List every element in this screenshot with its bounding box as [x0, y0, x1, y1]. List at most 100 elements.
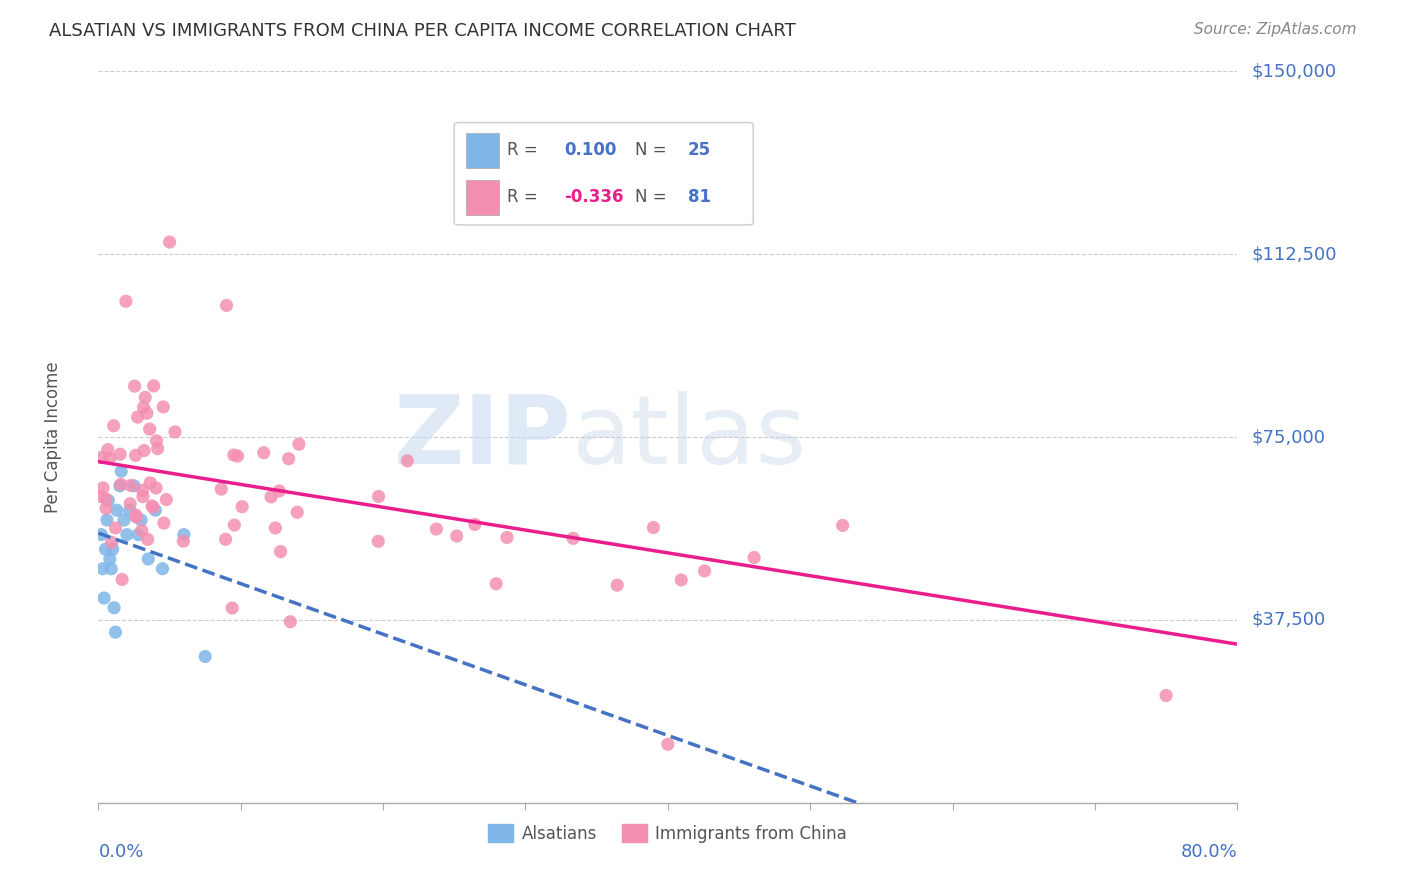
Point	[288, 437, 311, 451]
Point	[132, 443, 155, 458]
Point	[124, 449, 146, 463]
Point	[112, 513, 135, 527]
Point	[100, 562, 122, 576]
Point	[264, 521, 287, 535]
Point	[209, 482, 232, 496]
Point	[115, 294, 138, 309]
Point	[103, 600, 125, 615]
Point	[90, 527, 112, 541]
Point	[285, 505, 308, 519]
Point	[103, 418, 125, 433]
Point	[118, 503, 141, 517]
Point	[132, 401, 155, 415]
Text: Per Capita Income: Per Capita Income	[44, 361, 62, 513]
Point	[260, 490, 283, 504]
Point	[91, 562, 114, 576]
Point	[115, 527, 138, 541]
Text: $75,000: $75,000	[1251, 428, 1326, 446]
Point	[657, 737, 679, 751]
Point	[153, 516, 176, 530]
Point	[131, 524, 153, 538]
Point	[269, 483, 291, 498]
Point	[125, 510, 148, 524]
Point	[280, 615, 302, 629]
Point	[142, 500, 165, 515]
Point	[425, 522, 447, 536]
Point	[90, 450, 112, 465]
Point	[214, 533, 236, 547]
Point	[277, 451, 299, 466]
Text: 0.0%: 0.0%	[98, 843, 143, 861]
Point	[270, 544, 292, 558]
Point	[562, 531, 585, 545]
Point	[145, 481, 167, 495]
Point	[1154, 689, 1177, 703]
Point	[127, 527, 149, 541]
Text: Source: ZipAtlas.com: Source: ZipAtlas.com	[1194, 22, 1357, 37]
Point	[742, 550, 765, 565]
Point	[134, 391, 156, 405]
Point	[173, 527, 195, 541]
Point	[142, 379, 165, 393]
Point	[98, 552, 121, 566]
Point	[105, 503, 128, 517]
Text: ALSATIAN VS IMMIGRANTS FROM CHINA PER CAPITA INCOME CORRELATION CHART: ALSATIAN VS IMMIGRANTS FROM CHINA PER CA…	[49, 22, 796, 40]
Point	[108, 447, 131, 461]
Point	[97, 442, 120, 457]
Point	[464, 517, 486, 532]
Point	[485, 576, 508, 591]
Point	[446, 529, 468, 543]
Point	[215, 298, 238, 312]
Point	[94, 501, 117, 516]
Point	[127, 409, 149, 424]
Point	[226, 449, 249, 463]
Text: 80.0%: 80.0%	[1181, 843, 1237, 861]
Point	[97, 493, 120, 508]
Point	[100, 535, 122, 549]
Point	[145, 503, 167, 517]
Point	[104, 625, 127, 640]
Point	[693, 564, 716, 578]
Point	[253, 446, 276, 460]
Point	[93, 591, 115, 605]
Point	[224, 518, 246, 533]
Point	[231, 500, 253, 514]
Point	[110, 464, 132, 478]
Point	[194, 649, 217, 664]
Point	[132, 490, 155, 504]
Point	[628, 171, 651, 186]
Point	[111, 573, 134, 587]
Point	[152, 562, 174, 576]
Point	[145, 434, 167, 448]
Point	[222, 448, 245, 462]
Point	[146, 442, 169, 456]
Point	[163, 425, 186, 439]
Point	[120, 497, 142, 511]
Point	[124, 379, 146, 393]
Point	[643, 520, 665, 534]
Point	[152, 400, 174, 414]
Point	[104, 521, 127, 535]
Point	[101, 542, 124, 557]
Legend: Alsatians, Immigrants from China: Alsatians, Immigrants from China	[482, 818, 853, 849]
Point	[367, 490, 389, 504]
Point	[496, 530, 519, 544]
Text: $37,500: $37,500	[1251, 611, 1326, 629]
Point	[91, 481, 114, 495]
Point	[124, 508, 146, 522]
Text: $150,000: $150,000	[1251, 62, 1336, 80]
Point	[110, 477, 132, 491]
Point	[120, 478, 142, 492]
Point	[138, 422, 160, 436]
Point	[136, 533, 159, 547]
Point	[136, 552, 159, 566]
Point	[606, 578, 628, 592]
Point	[135, 406, 157, 420]
Point	[89, 489, 111, 503]
Point	[159, 235, 181, 249]
Point	[131, 483, 153, 498]
Point	[139, 475, 162, 490]
Text: ZIP: ZIP	[394, 391, 571, 483]
Point	[671, 573, 693, 587]
Point	[129, 513, 152, 527]
